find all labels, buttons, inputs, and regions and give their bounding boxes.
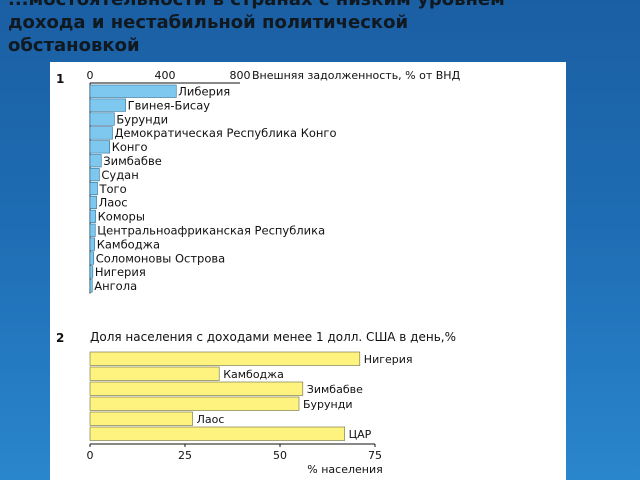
bar-label: Соломоновы Острова [96,251,225,265]
bar-label: Конго [112,140,148,154]
bar [89,396,300,411]
bar [89,126,113,140]
bar-label: Либерия [178,85,230,99]
bar-label: Зимбабве [307,383,363,396]
bar-label: Лаос [197,413,225,426]
panel-number: 1 [56,72,64,86]
tick-label: 0 [87,449,94,462]
bar [89,351,361,366]
bar-label: ЦАР [349,428,372,441]
bar [89,195,97,209]
bar [89,112,115,126]
bar [89,182,98,196]
bar [89,209,96,223]
bar [89,265,94,279]
bar [89,237,95,251]
chart-title: Доля населения с доходами менее 1 долл. … [90,330,456,344]
bar-label: Лаос [99,196,128,210]
bar-label: Нигерия [364,353,413,366]
bar-label: Демократическая Республика Конго [115,126,337,140]
tick-label: 400 [155,69,176,82]
slide-title-line: ...мостоятельности в странах с низким ур… [8,0,588,11]
chart-title: Внешняя задолженность, % от ВНД [252,69,461,82]
bar-label: Бурунди [303,398,353,411]
bar [89,366,220,381]
tick-label: 800 [230,69,251,82]
bar [89,168,100,182]
tick-label: 75 [368,449,382,462]
bar [89,251,95,265]
bar-label: Ангола [94,279,137,293]
bar-label: Камбоджа [223,368,284,381]
bar [89,223,96,237]
bar-label: Гвинея-Бисау [128,98,211,112]
bar [89,279,93,293]
charts-svg: 1 0 400 800 Внешняя задолженность, % от ВНД Л… [56,69,461,476]
chart-panel: 1 0 400 800 Внешняя задолженность, % от ВНД Л… [50,62,566,480]
slide-title-line: дохода и нестабильной политической [8,12,409,33]
bar-label: Того [99,182,127,196]
bar-label: Центральноафриканская Республика [97,224,325,238]
bar-label: Камбоджа [97,237,160,251]
panel-number: 2 [56,331,64,345]
bar-label: Нигерия [95,265,146,279]
tick-label: 0 [87,69,94,82]
bar [89,426,345,441]
bar-label: Зимбабве [103,154,162,168]
bar [89,84,177,98]
bar-label: Судан [101,168,138,182]
x-axis-label: % населения [307,463,382,476]
tick-label: 25 [178,449,192,462]
bar-label: Бурунди [116,112,168,126]
bar [89,411,193,426]
bar [89,98,126,112]
bar-label: Коморы [98,210,145,224]
slide-title: ...мостоятельности в странах с низким ур… [8,0,588,57]
bar [89,154,102,168]
tick-label: 50 [273,449,287,462]
bar [89,381,304,396]
bar [89,140,110,154]
slide-title-line: обстановкой [8,35,140,56]
